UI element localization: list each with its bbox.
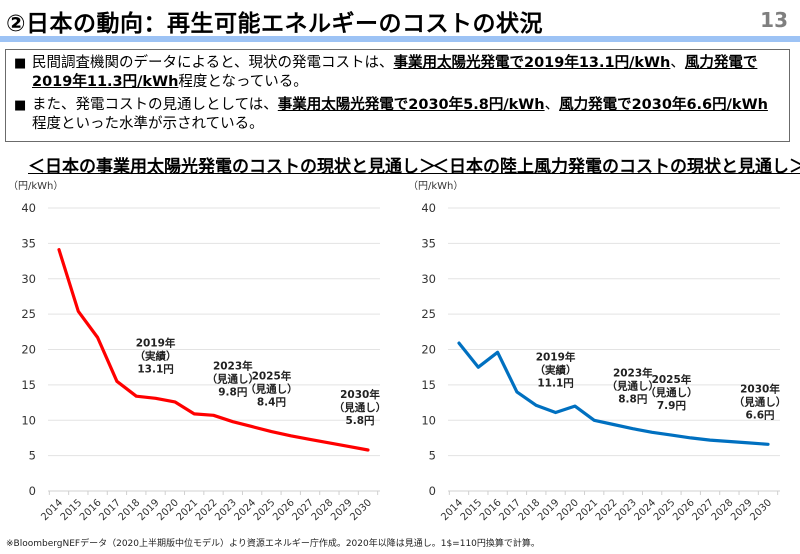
text-run: 、 [670,55,685,71]
page-title: ②日本の動向：再生可能エネルギーのコストの状況 [6,11,543,37]
y-tick-label: 20 [421,343,436,357]
y-tick-label: 10 [421,413,436,427]
y-tick-label: 10 [21,413,36,427]
y-tick-label: 25 [421,307,436,321]
data-annotation: 2023年 [613,367,653,380]
data-annotation: 8.8円 [618,394,647,406]
y-tick-label: 35 [21,236,36,250]
data-annotation: 8.4円 [257,397,286,409]
data-annotation: （実績） [135,349,177,362]
solar-cost-chart: （円/kWh）051015202530354020142015201620172… [8,180,387,523]
y-tick-label: 25 [21,307,36,321]
data-annotation: 7.9円 [657,400,686,412]
data-annotation: 2025年 [652,373,692,386]
data-annotation: （見通し） [245,383,298,396]
series-line [457,341,770,446]
data-annotation: 2019年 [136,336,176,349]
emphasis-text: 風力発電で2019年11.3円/kWh [32,55,758,90]
data-annotation: 13.1円 [137,363,173,375]
y-tick-label: 5 [429,449,436,463]
data-annotation: 2023年 [213,360,253,373]
data-annotation: （見通し） [207,373,260,386]
data-annotation: 2025年 [252,370,292,383]
black-square-bullet-icon: ■ [14,98,27,113]
summary-bullet-2: ■ また、発電コストの見通しとしては、事業用太陽光発電で2030年5.8円/kW… [14,96,781,134]
data-annotation: 2019年 [536,350,576,363]
data-annotation: （見通し） [334,401,387,414]
y-tick-label: 40 [21,201,36,215]
summary-box: ■ 民間調査機関のデータによると、現状の発電コストは、事業用太陽光発電で2019… [5,49,790,142]
y-tick-label: 15 [21,378,36,392]
wind-cost-chart: （円/kWh）051015202530354020142015201620172… [408,180,787,523]
x-tick-label: 2030 [748,497,774,523]
data-annotation: （実績） [535,363,577,376]
footnote: ※BloombergNEFデータ（2020上半期版中位モデル）より資源エネルギー… [6,539,540,549]
text-run: また、発電コストの見通しとしては、 [32,97,278,113]
data-annotation: （見通し） [607,380,660,393]
y-tick-label: 30 [421,272,436,286]
data-annotation: （見通し） [645,386,698,399]
data-annotation: 9.8円 [218,387,247,399]
title-accent-bar [0,36,800,42]
y-tick-label: 0 [429,484,436,498]
text-run: 民間調査機関のデータによると、現状の発電コストは、 [32,55,394,71]
y-tick-label: 15 [421,378,436,392]
summary-bullet-1: ■ 民間調査機関のデータによると、現状の発電コストは、事業用太陽光発電で2019… [14,54,781,92]
text-run: 程度といった水準が示されている。 [32,116,264,132]
solar-chart-title: ＜日本の事業用太陽光発電のコストの現状と見通し＞ [28,157,436,177]
text-run: 程度となっている。 [178,74,308,90]
y-tick-label: 40 [421,201,436,215]
black-square-bullet-icon: ■ [14,56,27,71]
y-tick-label: 5 [29,449,36,463]
page-number: 13 [760,8,788,32]
data-annotation: 11.1円 [537,377,573,389]
y-tick-label: 30 [21,272,36,286]
wind-chart-title: ＜日本の陸上風力発電のコストの現状と見通し＞ [432,157,800,177]
summary-bullet-text: 民間調査機関のデータによると、現状の発電コストは、事業用太陽光発電で2019年1… [32,54,781,92]
data-annotation: 2030年 [340,388,380,401]
summary-bullet-text: また、発電コストの見通しとしては、事業用太陽光発電で2030年5.8円/kWh、… [32,96,781,134]
data-annotation: 2030年 [740,382,780,395]
y-tick-label: 0 [29,484,36,498]
text-run: 、 [544,97,560,113]
data-annotation: 6.6円 [745,409,774,421]
data-annotation: 5.8円 [345,415,374,427]
emphasis-text: 事業用太陽光発電で2030年5.8円/kWh [277,97,545,113]
data-annotation: （見通し） [734,395,787,408]
y-tick-label: 20 [21,343,36,357]
emphasis-text: 事業用太陽光発電で2019年13.1円/kWh [393,55,671,71]
x-tick-label: 2030 [348,497,374,523]
emphasis-text: 風力発電で2030年6.6円/kWh [559,97,768,113]
y-axis-unit-label: （円/kWh） [8,180,63,192]
y-tick-label: 35 [421,236,436,250]
y-axis-unit-label: （円/kWh） [408,180,463,192]
